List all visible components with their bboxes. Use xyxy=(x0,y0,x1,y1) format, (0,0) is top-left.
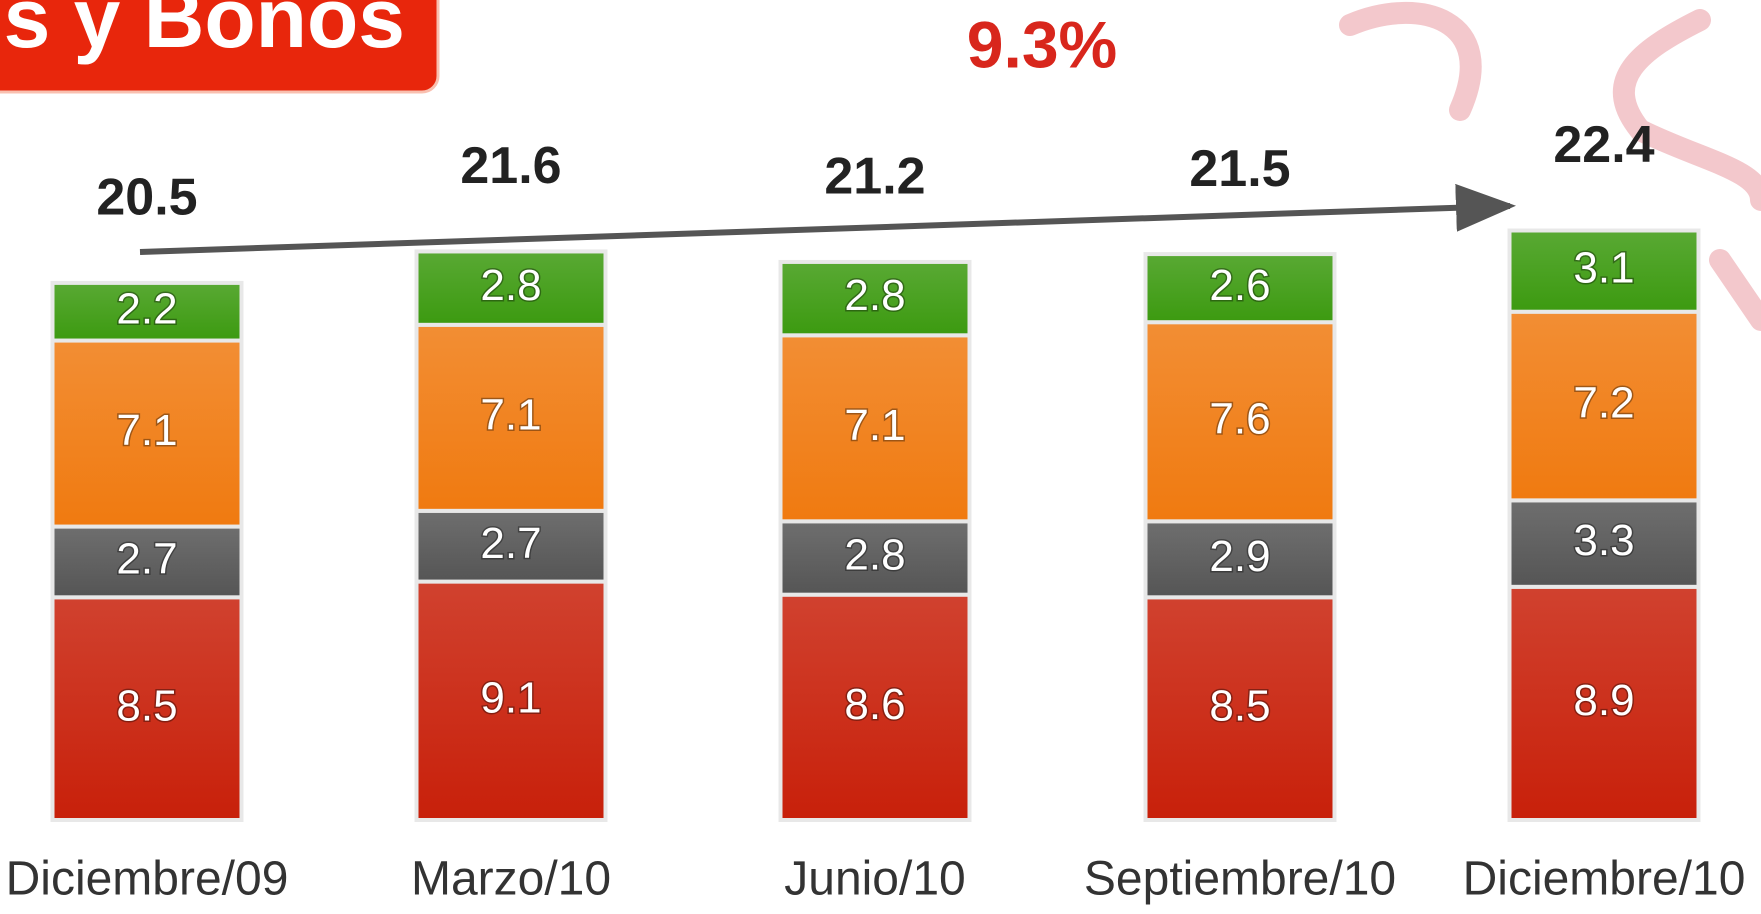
value-label: 8.6 xyxy=(844,680,905,729)
bar-segment xyxy=(1507,584,1701,822)
value-label: 2.8 xyxy=(480,261,541,310)
value-label: 3.1 xyxy=(1573,244,1634,293)
bar-segment xyxy=(778,519,972,597)
value-label: 2.7 xyxy=(480,519,541,568)
value-label: 8.9 xyxy=(1573,676,1634,725)
value-label: 2.8 xyxy=(844,531,905,580)
value-label: 7.2 xyxy=(1573,379,1634,428)
bar-segment xyxy=(1143,519,1337,600)
total-label: 21.2 xyxy=(824,148,925,206)
value-label: 7.1 xyxy=(844,401,905,450)
bar-segment xyxy=(414,322,608,513)
value-label: 8.5 xyxy=(1209,681,1270,730)
bar-segment xyxy=(414,249,608,327)
value-label: 2.9 xyxy=(1209,532,1270,581)
title-box xyxy=(0,0,440,94)
bar-segment xyxy=(1507,498,1701,589)
bar-segment xyxy=(1507,309,1701,503)
bar-segment xyxy=(1143,320,1337,524)
value-label: 7.1 xyxy=(480,390,541,439)
x-tick-label: Diciembre/09 xyxy=(6,853,289,906)
bar-segment xyxy=(1143,595,1337,822)
bar-segment xyxy=(778,259,972,338)
x-tick-label: Septiembre/10 xyxy=(1084,853,1396,906)
x-tick-label: Junio/10 xyxy=(784,853,965,906)
bar-segment xyxy=(778,333,972,524)
total-label: 20.5 xyxy=(96,169,197,227)
bar-segment xyxy=(414,579,608,823)
bar-segment xyxy=(50,338,244,529)
bar-segment xyxy=(50,280,244,343)
bar-segment xyxy=(50,595,244,822)
value-label: 2.6 xyxy=(1209,261,1270,310)
total-label: 22.4 xyxy=(1553,116,1654,174)
value-label: 9.1 xyxy=(480,673,541,722)
total-label: 21.5 xyxy=(1189,140,1290,198)
bar-segment xyxy=(414,508,608,584)
value-label: 2.2 xyxy=(116,284,177,333)
value-label: 7.1 xyxy=(116,406,177,455)
bar-segment xyxy=(1143,252,1337,325)
value-label: 7.6 xyxy=(1209,394,1270,443)
bar-segment xyxy=(1507,228,1701,314)
total-label: 21.6 xyxy=(460,137,561,195)
x-tick-label: Marzo/10 xyxy=(411,853,611,906)
decoration xyxy=(1339,2,1761,331)
title: s y Bonos xyxy=(4,0,405,65)
x-tick-label: Diciembre/10 xyxy=(1463,853,1746,906)
value-label: 2.7 xyxy=(116,535,177,584)
annotation: 9.3% xyxy=(967,7,1117,81)
value-label: 8.5 xyxy=(116,681,177,730)
bar-segment xyxy=(778,592,972,822)
value-label: 3.3 xyxy=(1573,516,1634,565)
trend-arrow xyxy=(139,183,1516,255)
value-label: 2.8 xyxy=(844,271,905,320)
